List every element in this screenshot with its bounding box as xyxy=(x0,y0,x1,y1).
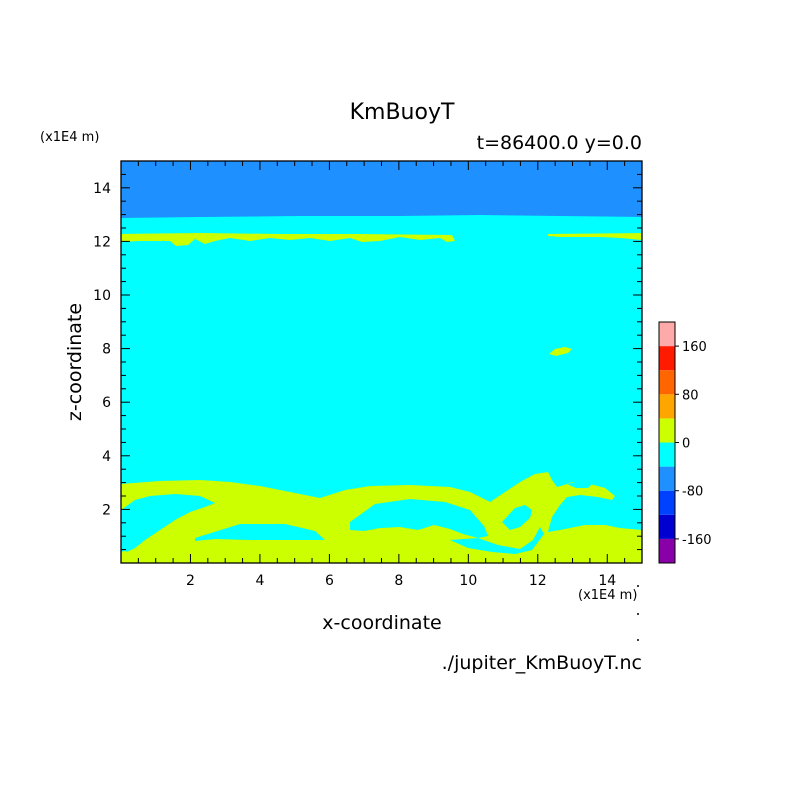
colorbar-segment xyxy=(659,370,675,395)
colorbar-segment xyxy=(659,346,675,371)
region-cyan-pocket-6 xyxy=(450,527,544,554)
colorbar-tick-label: -80 xyxy=(682,485,703,500)
y-axis-ticks: 2 4 6 8 10 12 14 xyxy=(93,173,642,551)
colorbar-segment xyxy=(659,538,675,563)
x-tick-label: 12 xyxy=(529,573,547,589)
colorbar-tick-label: 80 xyxy=(682,388,699,403)
chart-subtitle: t=86400.0 y=0.0 xyxy=(476,132,642,154)
x-tick-label: 2 xyxy=(186,573,195,589)
corner-dot xyxy=(637,585,639,587)
x-tick-label: 14 xyxy=(598,573,616,589)
colorbar-segment xyxy=(659,490,675,515)
x-axis-ticks: 2 4 6 8 10 12 14 xyxy=(137,161,626,589)
x-axis-unit: (x1E4 m) xyxy=(578,588,638,603)
colorbar-segment xyxy=(659,514,675,539)
x-tick-label: 8 xyxy=(394,573,403,589)
region-cyan-pocket-4 xyxy=(502,505,532,530)
region-cyan-pocket-3 xyxy=(350,499,488,538)
colorbar-segment xyxy=(659,418,675,443)
colorbar-segment xyxy=(659,442,675,467)
colorbar-segment xyxy=(659,466,675,491)
y-tick-label: 4 xyxy=(102,449,111,465)
region-yellow-band-left xyxy=(121,233,455,246)
region-cyan-pocket-1b xyxy=(121,538,132,552)
x-axis-label: x-coordinate xyxy=(322,612,442,634)
y-tick-label: 6 xyxy=(102,395,111,411)
corner-dot xyxy=(637,613,639,615)
region-yellow-patch xyxy=(549,347,572,356)
y-tick-label: 12 xyxy=(93,234,111,250)
corner-marks xyxy=(637,585,639,641)
contour-field xyxy=(121,161,642,563)
colorbar-segment xyxy=(659,394,675,419)
x-tick-label: 4 xyxy=(255,573,264,589)
region-cyan-pocket-1 xyxy=(121,494,215,552)
colorbar-tick-label: 160 xyxy=(682,340,707,355)
chart-title: KmBuoyT xyxy=(349,100,455,125)
colorbar-segment xyxy=(659,322,675,347)
region-cyan-pocket-5 xyxy=(567,481,592,488)
colorbar: 160 80 0 -80 -160 xyxy=(658,321,712,564)
region-blue-top xyxy=(121,161,642,218)
y-axis-unit: (x1E4 m) xyxy=(40,130,100,145)
source-file-label: ./jupiter_KmBuoyT.nc xyxy=(441,652,642,674)
y-tick-label: 8 xyxy=(102,342,111,358)
colorbar-tick-label: 0 xyxy=(682,437,690,452)
colorbar-tick-label: -160 xyxy=(682,533,712,548)
x-tick-label: 10 xyxy=(459,573,477,589)
region-yellow-band-right xyxy=(548,233,642,240)
region-cyan-pocket-2 xyxy=(195,524,325,541)
y-tick-label: 10 xyxy=(93,288,111,304)
corner-dot xyxy=(637,639,639,641)
y-tick-label: 2 xyxy=(102,502,111,518)
x-tick-label: 6 xyxy=(325,573,334,589)
y-tick-label: 14 xyxy=(93,181,111,197)
